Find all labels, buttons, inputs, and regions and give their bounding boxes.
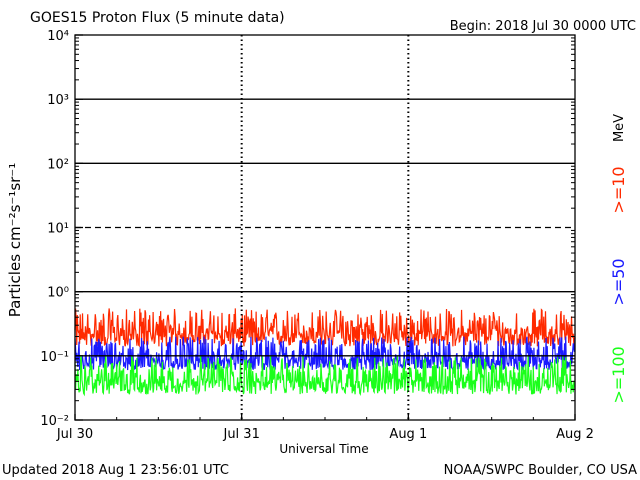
y-tick-label-1: 10⁻¹	[40, 350, 69, 365]
x-tick-label-0: Jul 30	[56, 427, 93, 442]
y-tick-label-2: 10⁰	[47, 286, 69, 301]
y-tick-label-3: 10¹	[47, 222, 69, 237]
series-line-0	[74, 308, 576, 348]
y-tick-label-5: 10³	[47, 93, 69, 108]
x-tick-label-1: Jul 31	[222, 427, 259, 442]
legend-label-2: >=100	[609, 346, 628, 403]
y-axis-label: Particles cm⁻²s⁻¹sr⁻¹	[6, 163, 24, 317]
x-tick-label-2: Aug 1	[389, 427, 427, 442]
begin-label: Begin: 2018 Jul 30 0000 UTC	[450, 19, 636, 34]
chart-title: GOES15 Proton Flux (5 minute data)	[30, 10, 285, 26]
y-tick-label-0: 10⁻²	[40, 414, 69, 429]
series-line-1	[74, 336, 576, 372]
footer-updated: Updated 2018 Aug 1 23:56:01 UTC	[2, 463, 229, 478]
y-tick-label-4: 10²	[47, 157, 69, 172]
footer-credit: NOAA/SWPC Boulder, CO USA	[444, 463, 637, 478]
legend-label-0: >=10	[609, 166, 628, 213]
unit-label: MeV	[612, 114, 627, 142]
legend-label-1: >=50	[609, 258, 628, 305]
x-tick-label-3: Aug 2	[556, 427, 594, 442]
series-line-2	[74, 355, 576, 397]
y-tick-label-6: 10⁴	[47, 29, 69, 44]
x-axis-label: Universal Time	[279, 442, 368, 456]
